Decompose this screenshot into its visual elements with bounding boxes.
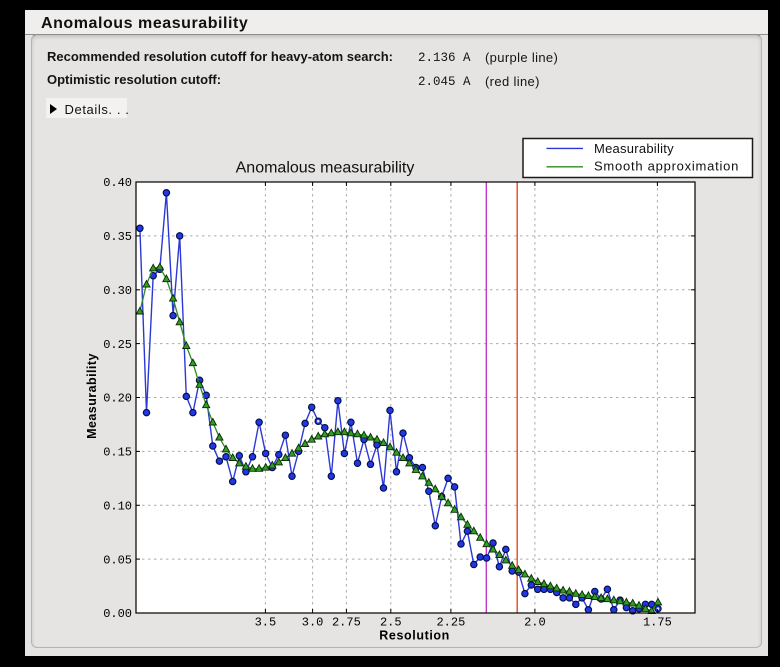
svg-text:0.20: 0.20 xyxy=(103,392,132,406)
svg-text:2.5: 2.5 xyxy=(380,615,402,629)
svg-text:0.05: 0.05 xyxy=(103,553,132,567)
svg-text:0.30: 0.30 xyxy=(103,284,132,298)
svg-text:2.0: 2.0 xyxy=(524,615,546,629)
svg-text:0.25: 0.25 xyxy=(103,338,132,352)
svg-text:2.75: 2.75 xyxy=(332,615,361,629)
svg-text:3.0: 3.0 xyxy=(302,615,324,629)
svg-text:Measurability: Measurability xyxy=(85,353,99,439)
svg-text:0.00: 0.00 xyxy=(103,607,132,621)
svg-text:Resolution: Resolution xyxy=(379,629,450,643)
svg-text:3.5: 3.5 xyxy=(255,615,277,629)
svg-text:0.35: 0.35 xyxy=(103,230,132,244)
svg-text:1.75: 1.75 xyxy=(643,615,672,629)
svg-text:0.10: 0.10 xyxy=(103,500,132,514)
svg-text:Smooth approximation: Smooth approximation xyxy=(594,159,739,174)
svg-text:Anomalous measurability: Anomalous measurability xyxy=(236,159,415,176)
svg-text:Measurability: Measurability xyxy=(594,141,674,156)
svg-text:0.40: 0.40 xyxy=(103,176,132,190)
svg-text:0.15: 0.15 xyxy=(103,446,132,460)
svg-text:2.25: 2.25 xyxy=(436,615,465,629)
